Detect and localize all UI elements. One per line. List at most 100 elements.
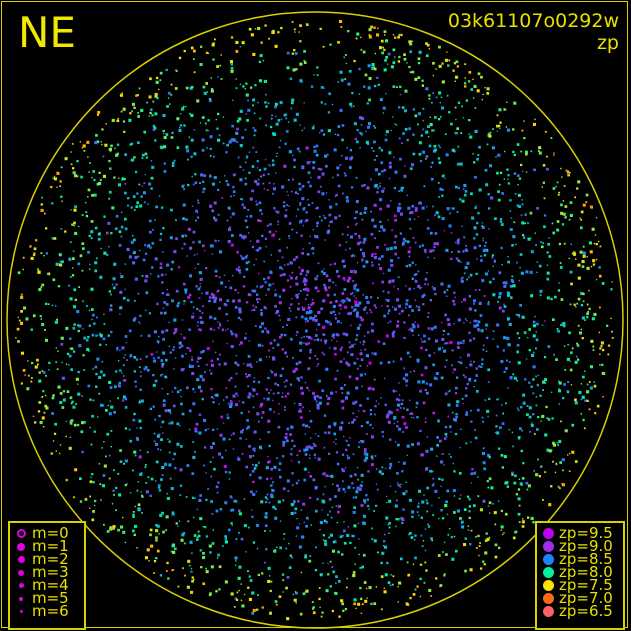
- star-point: [137, 481, 139, 483]
- star-point: [275, 115, 277, 118]
- star-point: [506, 485, 509, 488]
- star-point: [352, 574, 356, 578]
- star-point: [482, 461, 486, 465]
- star-point: [97, 237, 101, 241]
- star-point: [30, 256, 34, 260]
- star-point: [132, 511, 135, 513]
- star-point: [368, 586, 372, 590]
- star-point: [312, 252, 315, 255]
- star-point: [266, 397, 270, 401]
- star-point: [371, 66, 375, 70]
- star-point: [298, 31, 300, 33]
- star-point: [27, 374, 30, 377]
- star-point: [258, 168, 262, 172]
- star-point: [151, 242, 155, 245]
- star-point: [433, 245, 436, 249]
- star-point: [305, 329, 308, 333]
- star-point: [537, 374, 540, 377]
- star-point: [272, 481, 274, 484]
- star-point: [421, 79, 424, 82]
- star-point: [300, 376, 303, 379]
- star-point: [157, 448, 160, 450]
- star-point: [611, 337, 614, 339]
- star-point: [316, 206, 319, 210]
- star-point: [328, 536, 331, 539]
- star-point: [420, 373, 424, 377]
- star-point: [266, 330, 270, 334]
- star-point: [389, 462, 393, 466]
- star-point: [144, 279, 148, 283]
- star-point: [274, 289, 276, 291]
- star-point: [190, 300, 193, 304]
- star-point: [22, 268, 24, 271]
- star-point: [50, 185, 53, 189]
- star-point: [383, 377, 386, 380]
- star-point: [231, 524, 233, 527]
- star-point: [487, 381, 490, 383]
- star-point: [185, 86, 189, 90]
- star-point: [470, 360, 472, 363]
- star-point: [77, 370, 80, 374]
- star-point: [262, 59, 265, 62]
- star-point: [519, 304, 522, 307]
- star-point: [406, 454, 408, 457]
- star-point: [455, 386, 458, 390]
- star-point: [295, 68, 298, 71]
- star-point: [215, 590, 218, 593]
- star-point: [545, 405, 548, 409]
- star-point: [270, 580, 273, 583]
- star-point: [396, 324, 400, 328]
- star-point: [373, 224, 377, 228]
- star-point: [518, 315, 521, 318]
- star-point: [70, 151, 72, 153]
- star-point: [275, 122, 279, 126]
- star-point: [521, 525, 525, 528]
- star-point: [361, 603, 364, 606]
- star-point: [110, 304, 113, 307]
- star-point: [360, 48, 363, 51]
- star-point: [269, 612, 272, 615]
- star-point: [364, 73, 368, 77]
- star-point: [438, 161, 442, 164]
- star-point: [84, 498, 88, 501]
- star-point: [509, 296, 513, 299]
- star-point: [370, 178, 372, 181]
- star-point: [338, 580, 341, 583]
- star-point: [230, 243, 234, 247]
- star-point: [337, 510, 340, 514]
- star-point: [480, 259, 483, 262]
- star-point: [44, 212, 46, 215]
- star-point: [586, 391, 588, 394]
- star-point: [183, 336, 186, 340]
- star-point: [417, 112, 421, 116]
- star-point: [446, 342, 449, 345]
- star-point: [322, 539, 325, 541]
- star-point: [260, 175, 263, 178]
- star-point: [432, 287, 436, 291]
- star-point: [132, 261, 136, 265]
- star-point: [228, 140, 232, 144]
- star-point: [378, 263, 380, 266]
- star-point: [379, 182, 381, 185]
- star-point: [589, 386, 593, 390]
- star-point: [191, 315, 195, 319]
- star-point: [335, 505, 337, 507]
- star-point: [371, 63, 375, 67]
- star-point: [463, 193, 467, 197]
- star-point: [196, 325, 199, 327]
- star-point: [359, 404, 362, 407]
- star-point: [338, 487, 341, 490]
- star-point: [452, 299, 455, 303]
- star-point: [145, 156, 149, 159]
- star-point: [101, 128, 104, 131]
- star-point: [362, 50, 366, 54]
- star-point: [350, 270, 354, 274]
- star-point: [368, 28, 372, 32]
- star-point: [94, 261, 98, 265]
- star-point: [487, 415, 489, 418]
- star-point: [520, 449, 523, 453]
- star-point: [246, 254, 249, 257]
- star-point: [239, 272, 241, 274]
- star-point: [503, 455, 507, 459]
- star-point: [503, 532, 505, 534]
